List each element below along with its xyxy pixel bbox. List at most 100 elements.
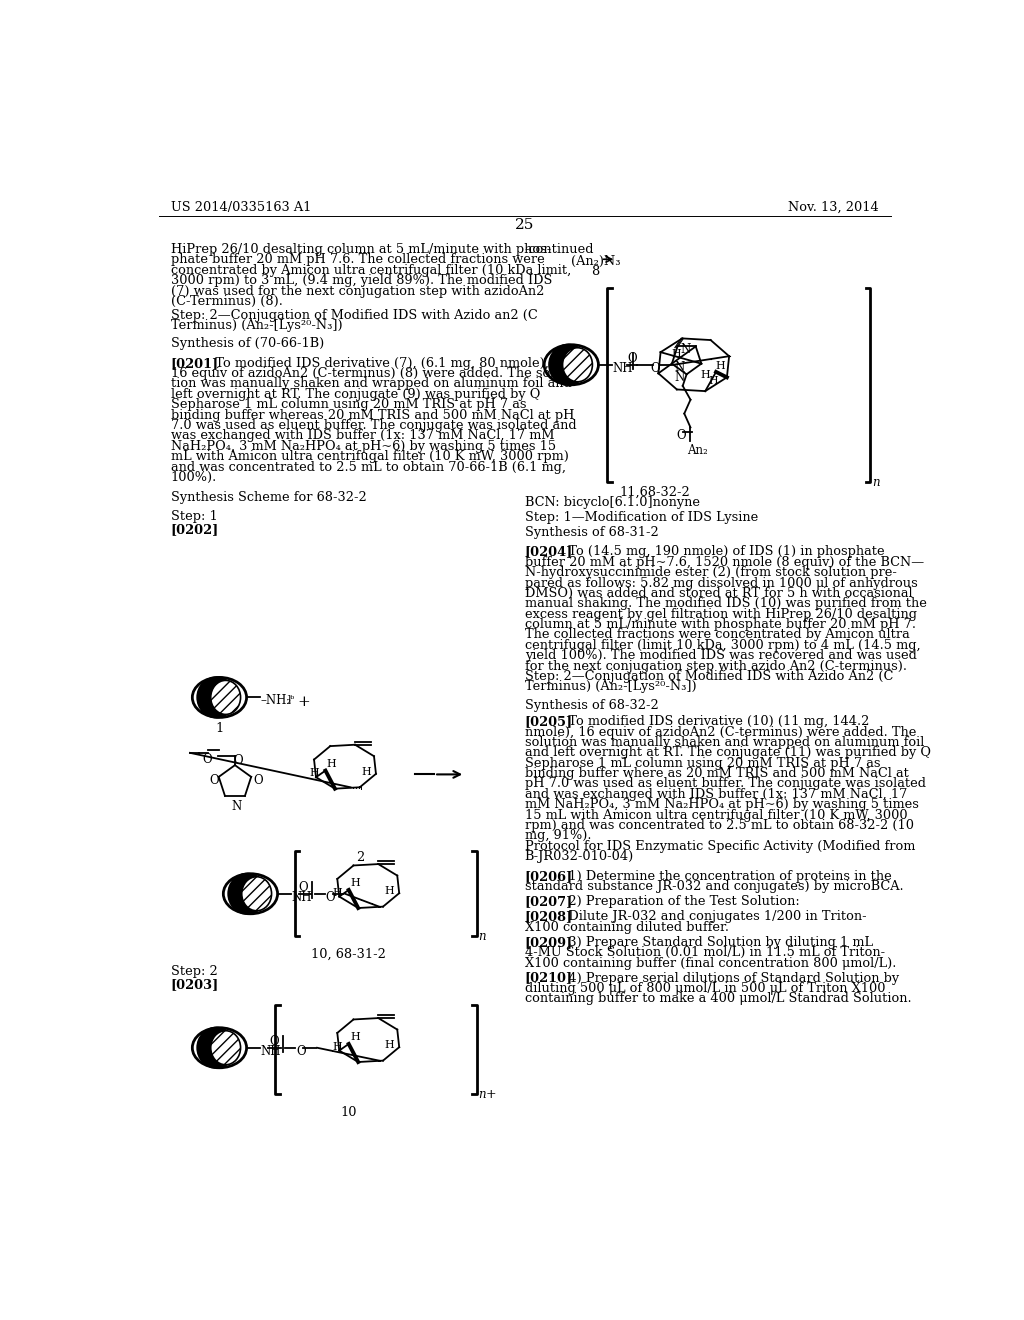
Text: N-hydroxysuccinimide ester (2) (from stock solution pre-: N-hydroxysuccinimide ester (2) (from sto… bbox=[524, 566, 897, 579]
Text: 10, 68-31-2: 10, 68-31-2 bbox=[311, 948, 386, 961]
Text: [0207]: [0207] bbox=[524, 895, 573, 908]
Text: 100%).: 100%). bbox=[171, 471, 217, 484]
Text: The collected fractions were concentrated by Amicon ultra: The collected fractions were concentrate… bbox=[524, 628, 909, 642]
Text: O: O bbox=[296, 1044, 306, 1057]
Text: B-JR032-010-04): B-JR032-010-04) bbox=[524, 850, 634, 863]
Text: and was concentrated to 2.5 mL to obtain 70-66-1B (6.1 mg,: and was concentrated to 2.5 mL to obtain… bbox=[171, 461, 565, 474]
Text: N: N bbox=[231, 800, 242, 813]
Text: X100 containing diluted buffer.: X100 containing diluted buffer. bbox=[524, 921, 729, 933]
Text: phate buffer 20 mM pH 7.6. The collected fractions were: phate buffer 20 mM pH 7.6. The collected… bbox=[171, 253, 545, 267]
Text: +: + bbox=[486, 1088, 497, 1101]
Text: X100 containing buffer (final concentration 800 μmol/L).: X100 containing buffer (final concentrat… bbox=[524, 957, 896, 969]
Text: column at 5 mL/minute with phosphate buffer 20 mM pH 7.: column at 5 mL/minute with phosphate buf… bbox=[524, 618, 915, 631]
Text: 4) Prepare serial dilutions of Standard Solution by: 4) Prepare serial dilutions of Standard … bbox=[556, 972, 899, 985]
Text: 15 mL with Amicon ultra centrifugal filter (10 K mW, 3000: 15 mL with Amicon ultra centrifugal filt… bbox=[524, 809, 907, 821]
Text: was exchanged with IDS buffer (1x: 137 mM NaCl, 17 mM: was exchanged with IDS buffer (1x: 137 m… bbox=[171, 429, 554, 442]
Text: BCN: bicyclo[6.1.0]nonyne: BCN: bicyclo[6.1.0]nonyne bbox=[524, 496, 699, 508]
Text: N: N bbox=[681, 343, 691, 356]
Text: Nov. 13, 2014: Nov. 13, 2014 bbox=[788, 201, 879, 214]
Text: 8: 8 bbox=[591, 264, 599, 277]
Text: mg, 91%).: mg, 91%). bbox=[524, 829, 591, 842]
Text: (7) was used for the next conjugation step with azidoAn2: (7) was used for the next conjugation st… bbox=[171, 285, 544, 298]
Text: (C-Terminus) (8).: (C-Terminus) (8). bbox=[171, 296, 283, 308]
Text: NH: NH bbox=[612, 362, 633, 375]
Text: and was exchanged with IDS buffer (1x: 137 mM NaCl, 17: and was exchanged with IDS buffer (1x: 1… bbox=[524, 788, 907, 801]
Text: H: H bbox=[385, 886, 394, 896]
Text: 1) Determine the concentration of proteins in the: 1) Determine the concentration of protei… bbox=[556, 870, 892, 883]
Text: 2: 2 bbox=[356, 851, 365, 865]
Text: O: O bbox=[210, 774, 219, 787]
Text: H: H bbox=[350, 878, 359, 888]
Text: Sepharose 1 mL column using 20 mM TRIS at pH 7 as: Sepharose 1 mL column using 20 mM TRIS a… bbox=[171, 399, 526, 412]
Text: Enzym: Enzym bbox=[199, 1043, 233, 1053]
Ellipse shape bbox=[211, 1031, 241, 1065]
Text: [0204]: [0204] bbox=[524, 545, 573, 558]
Text: O: O bbox=[203, 752, 212, 766]
Text: H: H bbox=[327, 759, 337, 770]
Text: To (14.5 mg, 190 nmole) of IDS (1) in phosphate: To (14.5 mg, 190 nmole) of IDS (1) in ph… bbox=[556, 545, 885, 558]
Text: Terminus) (An₂-[Lys²⁰-N₃]): Terminus) (An₂-[Lys²⁰-N₃]) bbox=[524, 681, 696, 693]
Text: H: H bbox=[385, 1040, 394, 1051]
Text: binding buffer whereas 20 mM TRIS and 500 mM NaCl at pH: binding buffer whereas 20 mM TRIS and 50… bbox=[171, 409, 574, 421]
Text: 7.0 was used as eluent buffer. The conjugate was isolated and: 7.0 was used as eluent buffer. The conju… bbox=[171, 418, 577, 432]
Text: [0209]: [0209] bbox=[524, 936, 572, 949]
Text: Step: 2—Conjugation of Modified IDS with Azido an2 (C: Step: 2—Conjugation of Modified IDS with… bbox=[171, 309, 538, 322]
Text: n: n bbox=[478, 1088, 486, 1101]
Text: [0203]: [0203] bbox=[171, 978, 219, 991]
Text: Synthesis of 68-31-2: Synthesis of 68-31-2 bbox=[524, 525, 658, 539]
Text: mM NaH₂PO₄, 3 mM Na₂HPO₄ at pH~6) by washing 5 times: mM NaH₂PO₄, 3 mM Na₂HPO₄ at pH~6) by was… bbox=[524, 799, 919, 812]
Text: Synthesis of (70-66-1B): Synthesis of (70-66-1B) bbox=[171, 337, 324, 350]
Text: n: n bbox=[478, 929, 486, 942]
Text: for the next conjugation step with azido An2 (C-terminus).: for the next conjugation step with azido… bbox=[524, 660, 907, 673]
Text: [0208]: [0208] bbox=[524, 911, 572, 923]
Text: HiPrep 26/10 desalting column at 5 mL/minute with phos-: HiPrep 26/10 desalting column at 5 mL/mi… bbox=[171, 243, 551, 256]
Text: N: N bbox=[674, 371, 684, 384]
Text: US 2014/0335163 A1: US 2014/0335163 A1 bbox=[171, 201, 311, 214]
Text: NH: NH bbox=[260, 1044, 281, 1057]
Ellipse shape bbox=[549, 345, 587, 385]
Text: nmole), 16 equiv of azidoAn2 (C-terminus) were added. The: nmole), 16 equiv of azidoAn2 (C-terminus… bbox=[524, 726, 916, 738]
Text: Enzym: Enzym bbox=[199, 693, 233, 702]
Text: To modified IDS derivative (10) (11 mg, 144.2: To modified IDS derivative (10) (11 mg, … bbox=[556, 715, 869, 729]
Text: H: H bbox=[332, 1041, 342, 1052]
Text: rpm) and was concentrated to 2.5 mL to obtain 68-32-2 (10: rpm) and was concentrated to 2.5 mL to o… bbox=[524, 818, 913, 832]
Text: Synthesis of 68-32-2: Synthesis of 68-32-2 bbox=[524, 698, 658, 711]
Text: [0206]: [0206] bbox=[524, 870, 572, 883]
Text: NaH₂PO₄, 3 mM Na₂HPO₄ at pH~6) by washing 5 times 15: NaH₂PO₄, 3 mM Na₂HPO₄ at pH~6) by washin… bbox=[171, 440, 556, 453]
Text: O: O bbox=[326, 891, 335, 904]
Text: [0202]: [0202] bbox=[171, 523, 219, 536]
Text: H: H bbox=[309, 768, 318, 779]
Text: and left overnight at RT. The conjugate (11) was purified by Q: and left overnight at RT. The conjugate … bbox=[524, 746, 931, 759]
Text: H: H bbox=[716, 362, 726, 371]
Text: [0201]: [0201] bbox=[171, 356, 219, 370]
Ellipse shape bbox=[211, 680, 241, 714]
Text: yield 100%). The modified IDS was recovered and was used: yield 100%). The modified IDS was recove… bbox=[524, 649, 916, 663]
Text: Synthesis Scheme for 68-32-2: Synthesis Scheme for 68-32-2 bbox=[171, 491, 367, 504]
Ellipse shape bbox=[198, 677, 236, 718]
Text: 11,68-32-2: 11,68-32-2 bbox=[620, 486, 690, 499]
Text: DMSO) was added and stored at RT for 5 h with occasional: DMSO) was added and stored at RT for 5 h… bbox=[524, 587, 912, 599]
Text: H: H bbox=[361, 767, 371, 777]
Text: standard substance JR-032 and conjugates) by microBCA.: standard substance JR-032 and conjugates… bbox=[524, 880, 903, 894]
Text: Protocol for IDS Enzymatic Specific Activity (Modified from: Protocol for IDS Enzymatic Specific Acti… bbox=[524, 840, 915, 853]
Text: O: O bbox=[650, 362, 660, 375]
Text: pH 7.0 was used as eluent buffer. The conjugate was isolated: pH 7.0 was used as eluent buffer. The co… bbox=[524, 777, 926, 791]
Text: 16 equiv of azidoAn2 (C-terminus) (8) were added. The solu-: 16 equiv of azidoAn2 (C-terminus) (8) we… bbox=[171, 367, 567, 380]
Ellipse shape bbox=[242, 876, 271, 911]
Text: Enzym: Enzym bbox=[230, 888, 265, 899]
Text: Step: 2: Step: 2 bbox=[171, 965, 217, 978]
Text: 3) Prepare Standard Solution by diluting 1 mL: 3) Prepare Standard Solution by diluting… bbox=[556, 936, 872, 949]
Text: NH: NH bbox=[292, 891, 312, 904]
Text: H: H bbox=[700, 371, 710, 380]
Text: To modified IDS derivative (7), (6.1 mg, 80 nmole),: To modified IDS derivative (7), (6.1 mg,… bbox=[203, 356, 549, 370]
Text: O: O bbox=[233, 755, 243, 767]
Text: H: H bbox=[332, 887, 342, 898]
Text: Sepharose 1 mL column using 20 mM TRIS at pH 7 as: Sepharose 1 mL column using 20 mM TRIS a… bbox=[524, 756, 881, 770]
Text: buffer 20 mM at pH~7.6, 1520 nmole (8 equiv) of the BCN—: buffer 20 mM at pH~7.6, 1520 nmole (8 eq… bbox=[524, 556, 924, 569]
Text: Step: 1: Step: 1 bbox=[171, 511, 217, 523]
Text: ]ᵇ: ]ᵇ bbox=[286, 694, 294, 704]
Text: containing buffer to make a 400 μmol/L Standrad Solution.: containing buffer to make a 400 μmol/L S… bbox=[524, 993, 911, 1006]
Text: H: H bbox=[708, 376, 718, 385]
Text: O: O bbox=[677, 429, 686, 442]
Text: 10: 10 bbox=[341, 1106, 357, 1118]
